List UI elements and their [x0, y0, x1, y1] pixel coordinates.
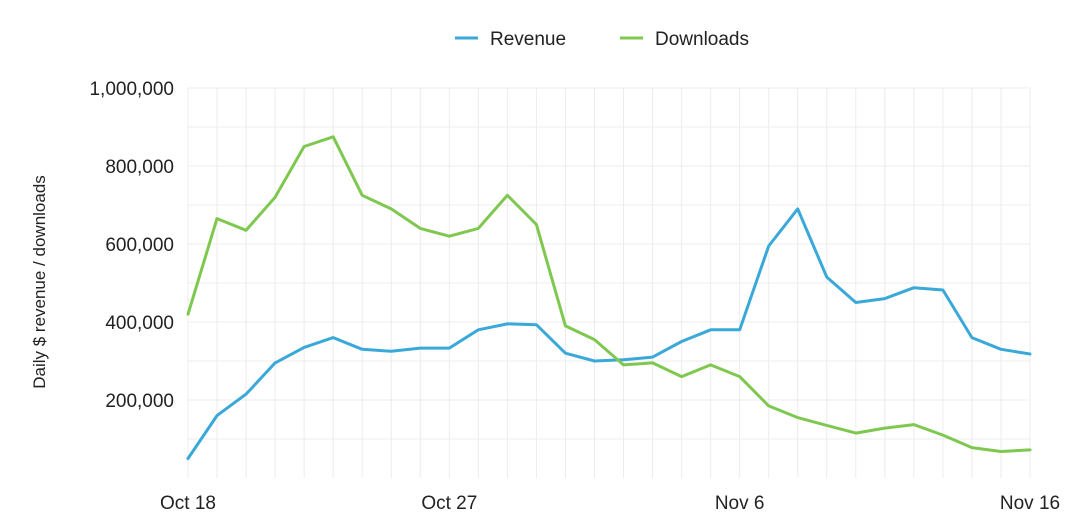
x-tick-label: Oct 18	[160, 493, 216, 514]
legend-item-revenue: Revenue	[455, 29, 566, 50]
y-axis-ticks: 200,000 400,000 600,000 800,000 1,000,000	[89, 79, 174, 412]
x-tick-label: Nov 6	[715, 493, 765, 514]
y-tick-label: 200,000	[105, 391, 174, 412]
series-line-revenue	[186, 207, 1032, 460]
y-tick-label: 600,000	[105, 235, 174, 256]
legend-item-downloads: Downloads	[620, 29, 749, 50]
y-tick-label: 400,000	[105, 313, 174, 334]
y-axis-title: Daily $ revenue / downloads	[30, 175, 49, 389]
x-axis-ticks: Oct 18 Oct 27 Nov 6 Nov 16	[160, 493, 1060, 514]
y-tick-label: 800,000	[105, 157, 174, 178]
x-tick-label: Nov 16	[1000, 493, 1060, 514]
x-tick-label: Oct 27	[421, 493, 477, 514]
grid	[187, 87, 1031, 478]
legend-label-downloads: Downloads	[655, 29, 749, 50]
series-lines	[186, 135, 1032, 460]
y-tick-label: 1,000,000	[89, 79, 174, 100]
legend: Revenue Downloads	[455, 29, 749, 50]
series-line-downloads	[186, 135, 1032, 453]
legend-label-revenue: Revenue	[490, 29, 566, 50]
